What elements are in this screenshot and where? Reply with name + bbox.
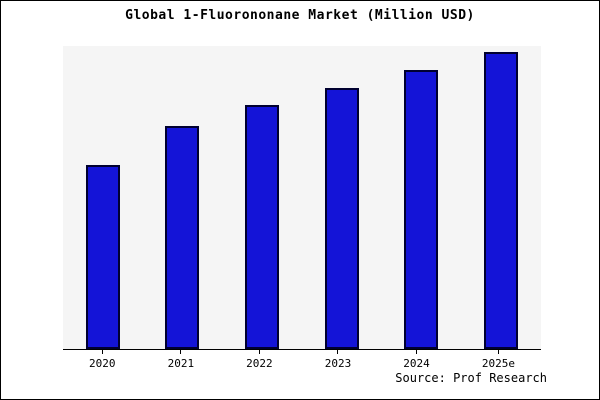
x-axis-label-2025e: 2025e — [481, 357, 515, 370]
x-axis-tick — [101, 350, 103, 354]
chart-title: Global 1-Fluorononane Market (Million US… — [125, 8, 475, 23]
bar-2022 — [245, 105, 280, 349]
bars-container — [63, 46, 541, 349]
x-axis-label-2024: 2024 — [403, 357, 430, 370]
x-axis-label-2020: 2020 — [89, 357, 116, 370]
x-axis-labels: 2020 2021 2022 2023 2024 2025e — [63, 350, 541, 370]
bar-2023 — [324, 88, 359, 349]
x-axis-label-2022: 2022 — [246, 357, 273, 370]
source-text: Source: Prof Research — [395, 371, 547, 385]
plot-area — [63, 46, 541, 350]
x-axis-tick — [258, 350, 260, 354]
bar-2021 — [165, 126, 200, 349]
x-axis-tick — [497, 350, 499, 354]
x-axis-tick — [180, 350, 182, 354]
x-axis-tick — [416, 350, 418, 354]
x-axis-label-2021: 2021 — [167, 357, 195, 370]
bar-2020 — [85, 165, 120, 349]
bar-2025e — [484, 52, 519, 349]
x-axis-tick — [337, 350, 339, 354]
bar-2024 — [404, 70, 439, 349]
x-axis-label-2023: 2023 — [324, 357, 352, 370]
